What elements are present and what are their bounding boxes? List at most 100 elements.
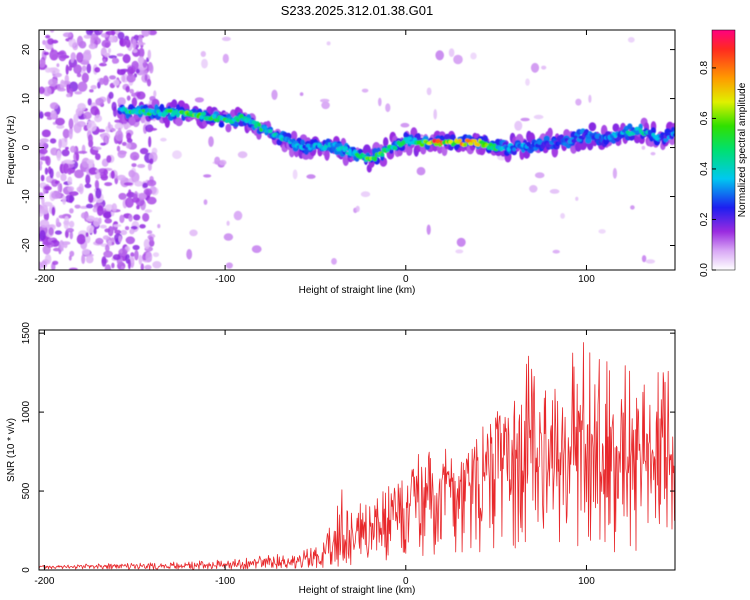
heatmap-noise-cell xyxy=(122,54,131,64)
heatmap-ridge-cell xyxy=(458,138,462,143)
heatmap-noise-cell xyxy=(221,36,231,42)
heatmap-ridge-cell xyxy=(174,109,179,114)
heatmap-ridge-cell xyxy=(571,138,577,144)
y-tick-label: -10 xyxy=(21,189,32,204)
heatmap-noise-cell xyxy=(144,74,148,82)
heatmap-ridge-cell xyxy=(262,125,268,130)
heatmap-noise-cell xyxy=(149,158,154,165)
y-tick-label: 10 xyxy=(21,93,32,105)
heatmap-noise-cell xyxy=(214,156,221,165)
heatmap-noise-cell xyxy=(203,199,208,205)
heatmap-noise-cell xyxy=(534,172,545,179)
heatmap-ridge-cell xyxy=(175,117,183,127)
heatmap-noise-cell xyxy=(39,59,46,68)
heatmap-noise-cell xyxy=(74,169,84,179)
heatmap-noise-cell xyxy=(470,52,477,60)
heatmap-noise-cell xyxy=(299,92,304,96)
heatmap-noise-cell xyxy=(99,77,105,85)
heatmap-noise-cell xyxy=(104,218,112,224)
y-tick-label: 1500 xyxy=(21,322,32,345)
spectrogram-ylabel: Frequency (Hz) xyxy=(6,116,17,185)
heatmap-noise-cell xyxy=(107,121,111,129)
heatmap-noise-cell xyxy=(153,90,157,98)
heatmap-noise-cell xyxy=(560,213,565,219)
heatmap-noise-cell xyxy=(146,230,153,235)
heatmap-noise-cell xyxy=(85,232,89,238)
heatmap-ridge-cell xyxy=(141,108,147,113)
heatmap-noise-cell xyxy=(39,229,46,241)
heatmap-noise-cell xyxy=(58,50,67,62)
heatmap-noise-cell xyxy=(44,111,52,117)
heatmap-noise-cell xyxy=(69,145,77,153)
heatmap-noise-cell xyxy=(136,205,140,210)
heatmap-noise-cell xyxy=(138,47,145,58)
heatmap-noise-cell xyxy=(39,164,42,171)
heatmap-noise-cell xyxy=(145,251,153,263)
heatmap-noise-cell xyxy=(552,249,560,254)
heatmap-noise-cell xyxy=(378,97,382,107)
heatmap-ridge-cell xyxy=(627,123,633,130)
heatmap-noise-cell xyxy=(87,98,92,106)
heatmap-ridge-cell xyxy=(463,142,468,147)
heatmap-noise-cell xyxy=(144,209,153,213)
heatmap-noise-cell xyxy=(128,214,133,222)
heatmap-noise-cell xyxy=(189,229,198,237)
heatmap-noise-cell xyxy=(93,217,101,227)
heatmap-noise-cell xyxy=(148,136,152,148)
heatmap-noise-cell xyxy=(137,164,146,168)
heatmap-ridge-cell xyxy=(171,99,178,109)
heatmap-ridge-cell xyxy=(511,149,517,156)
heatmap-noise-cell xyxy=(94,67,101,73)
x-tick-label: 100 xyxy=(578,576,595,587)
heatmap-noise-cell xyxy=(39,86,45,95)
colorbar-tick-label: 0.0 xyxy=(699,263,710,277)
heatmap-noise-cell xyxy=(49,168,54,179)
heatmap-noise-cell xyxy=(435,50,445,61)
heatmap-noise-cell xyxy=(650,152,656,156)
heatmap-noise-cell xyxy=(102,75,109,86)
x-tick-label: -100 xyxy=(215,274,235,285)
heatmap-noise-cell xyxy=(575,98,582,106)
heatmap-noise-cell xyxy=(208,136,214,148)
heatmap-noise-cell xyxy=(124,35,130,41)
heatmap-noise-cell xyxy=(56,63,60,68)
heatmap-ridge-cell xyxy=(218,121,225,128)
heatmap-noise-cell xyxy=(400,122,410,128)
heatmap-noise-cell xyxy=(70,57,74,63)
colorbar-tick-label: 0.4 xyxy=(699,162,710,176)
heatmap-noise-cell xyxy=(86,215,95,222)
heatmap-noise-cell xyxy=(59,240,65,251)
heatmap-noise-cell xyxy=(612,167,618,179)
heatmap-noise-cell xyxy=(641,145,646,150)
heatmap-noise-cell xyxy=(630,205,635,210)
heatmap-noise-cell xyxy=(62,195,67,205)
heatmap-ridge-cell xyxy=(268,129,273,134)
heatmap-noise-cell xyxy=(55,171,61,179)
heatmap-noise-cell xyxy=(68,255,72,261)
heatmap-noise-cell xyxy=(271,89,278,101)
heatmap-noise-cell xyxy=(50,110,57,120)
heatmap-noise-cell xyxy=(360,191,371,198)
heatmap-ridge-cell xyxy=(475,143,481,147)
heatmap-noise-cell xyxy=(89,89,94,93)
colorbar-tick-label: 0.8 xyxy=(699,61,710,75)
heatmap-noise-cell xyxy=(575,196,579,201)
heatmap-noise-cell xyxy=(641,255,647,263)
heatmap-noise-cell xyxy=(41,129,51,138)
heatmap-noise-cell xyxy=(126,132,132,141)
heatmap-noise-cell xyxy=(107,240,112,247)
heatmap-noise-cell xyxy=(627,37,635,43)
heatmap-noise-cell xyxy=(90,85,97,90)
heatmap-noise-cell xyxy=(47,38,54,45)
heatmap-noise-cell xyxy=(115,130,124,142)
heatmap-noise-cell xyxy=(186,249,193,260)
heatmap-noise-cell xyxy=(88,43,97,50)
heatmap-noise-cell xyxy=(194,97,204,103)
heatmap-noise-cell xyxy=(66,93,71,98)
heatmap-noise-cell xyxy=(113,224,122,228)
figure-title: S233.2025.312.01.38.G01 xyxy=(281,3,434,18)
heatmap-noise-cell xyxy=(116,53,124,57)
heatmap-noise-cell xyxy=(114,122,124,130)
heatmap-noise-cell xyxy=(143,188,153,196)
heatmap-noise-cell xyxy=(138,193,147,199)
